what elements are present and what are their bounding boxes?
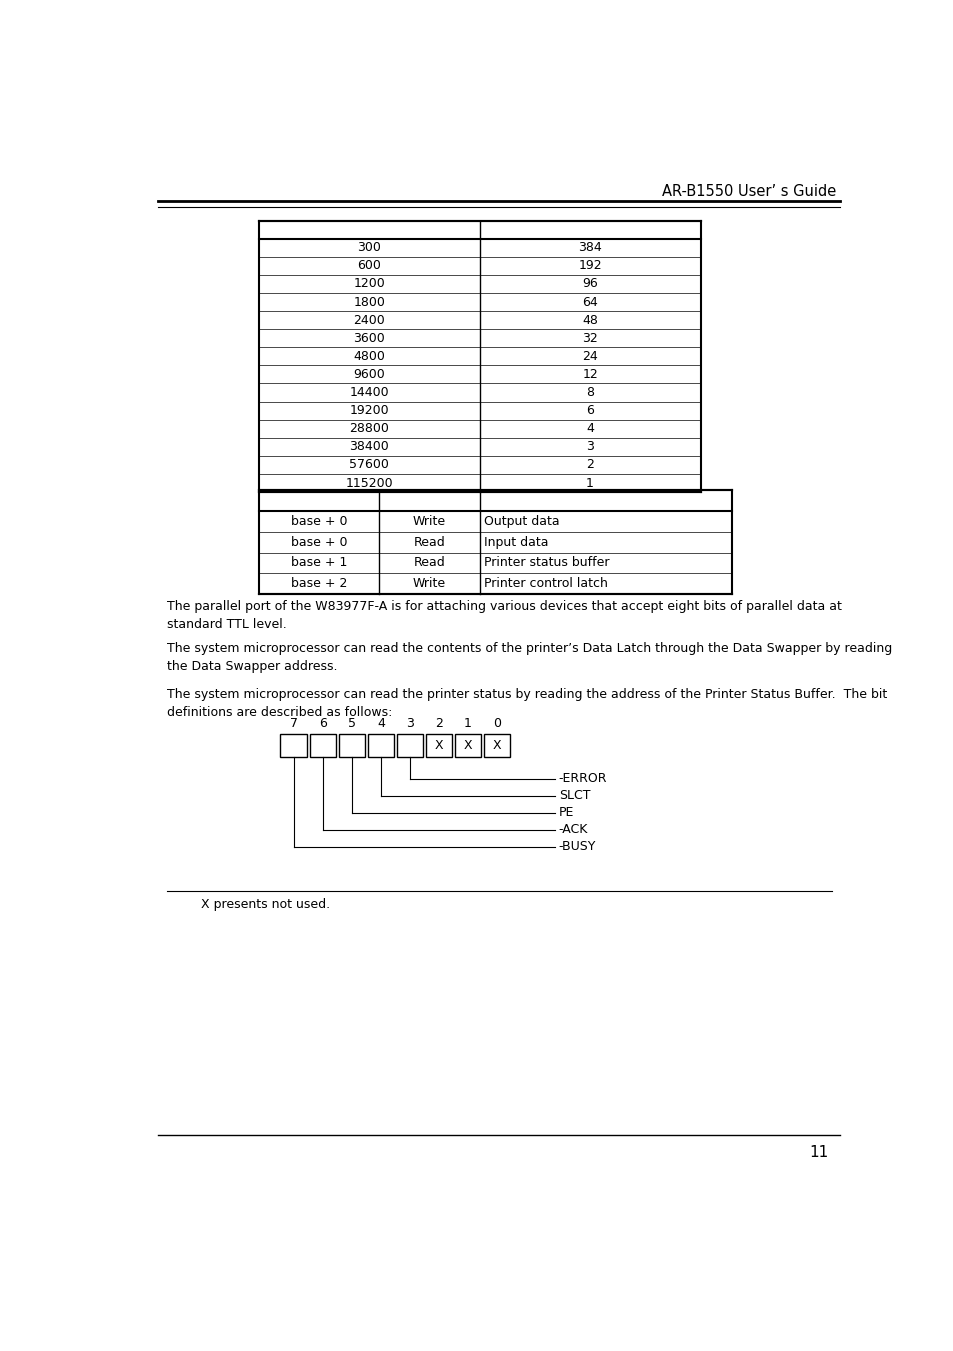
Text: 14400: 14400 bbox=[349, 386, 389, 399]
Text: 2: 2 bbox=[435, 717, 442, 731]
Text: AR-B1550 User’ s Guide: AR-B1550 User’ s Guide bbox=[661, 185, 835, 200]
Text: X: X bbox=[493, 739, 501, 753]
Text: 19200: 19200 bbox=[349, 404, 389, 417]
Text: 64: 64 bbox=[581, 296, 598, 308]
Text: 3: 3 bbox=[406, 717, 414, 731]
Text: 5: 5 bbox=[348, 717, 355, 731]
Bar bbox=[396, 734, 422, 758]
Text: 6: 6 bbox=[585, 404, 594, 417]
Bar bbox=[425, 734, 452, 758]
Text: 57600: 57600 bbox=[349, 458, 389, 471]
Text: base + 0: base + 0 bbox=[291, 535, 347, 549]
Bar bbox=[338, 734, 365, 758]
Text: The system microprocessor can read the contents of the printer’s Data Latch thro: The system microprocessor can read the c… bbox=[167, 642, 892, 673]
Text: 38400: 38400 bbox=[349, 440, 389, 454]
Text: X: X bbox=[463, 739, 472, 753]
Bar bbox=[367, 734, 394, 758]
Text: -ERROR: -ERROR bbox=[558, 773, 606, 785]
Text: 11: 11 bbox=[808, 1146, 827, 1161]
Text: 12: 12 bbox=[581, 367, 598, 381]
Text: Read: Read bbox=[413, 535, 445, 549]
Text: 2400: 2400 bbox=[353, 313, 385, 327]
Text: 48: 48 bbox=[581, 313, 598, 327]
Text: X: X bbox=[435, 739, 443, 753]
Text: base + 1: base + 1 bbox=[291, 557, 347, 569]
Text: 28800: 28800 bbox=[349, 423, 389, 435]
Text: Write: Write bbox=[413, 515, 445, 528]
Text: -BUSY: -BUSY bbox=[558, 840, 596, 852]
Text: 32: 32 bbox=[581, 332, 598, 345]
Text: 300: 300 bbox=[356, 242, 381, 254]
Text: Read: Read bbox=[413, 557, 445, 569]
Text: 115200: 115200 bbox=[345, 477, 393, 489]
Text: SLCT: SLCT bbox=[558, 789, 590, 802]
Text: 1800: 1800 bbox=[353, 296, 385, 308]
Text: 7: 7 bbox=[290, 717, 297, 731]
Text: Output data: Output data bbox=[484, 515, 559, 528]
Text: 6: 6 bbox=[318, 717, 326, 731]
Text: 2: 2 bbox=[585, 458, 594, 471]
Text: PE: PE bbox=[558, 807, 574, 819]
Text: The parallel port of the W83977F-A is for attaching various devices that accept : The parallel port of the W83977F-A is fo… bbox=[167, 600, 841, 631]
Text: 3: 3 bbox=[585, 440, 594, 454]
Text: The system microprocessor can read the printer status by reading the address of : The system microprocessor can read the p… bbox=[167, 688, 886, 719]
Text: Printer control latch: Printer control latch bbox=[484, 577, 607, 590]
Bar bbox=[483, 734, 510, 758]
Bar bbox=[280, 734, 307, 758]
Text: -ACK: -ACK bbox=[558, 823, 587, 836]
Text: 384: 384 bbox=[578, 242, 601, 254]
Text: 24: 24 bbox=[581, 350, 598, 363]
Text: Printer status buffer: Printer status buffer bbox=[484, 557, 609, 569]
Text: X presents not used.: X presents not used. bbox=[200, 898, 330, 911]
Text: 8: 8 bbox=[585, 386, 594, 399]
Bar bbox=[309, 734, 335, 758]
Text: 1: 1 bbox=[463, 717, 472, 731]
Text: 600: 600 bbox=[356, 259, 381, 273]
Text: 1: 1 bbox=[585, 477, 594, 489]
Bar bbox=[455, 734, 480, 758]
Text: 9600: 9600 bbox=[353, 367, 385, 381]
Text: 1200: 1200 bbox=[353, 277, 385, 290]
Text: 3600: 3600 bbox=[353, 332, 385, 345]
Text: 4: 4 bbox=[376, 717, 384, 731]
Text: 96: 96 bbox=[581, 277, 598, 290]
Text: 4800: 4800 bbox=[353, 350, 385, 363]
Text: base + 2: base + 2 bbox=[291, 577, 347, 590]
Text: 192: 192 bbox=[578, 259, 601, 273]
Text: 4: 4 bbox=[585, 423, 594, 435]
Text: 0: 0 bbox=[493, 717, 500, 731]
Text: base + 0: base + 0 bbox=[291, 515, 347, 528]
Text: Input data: Input data bbox=[484, 535, 548, 549]
Text: Write: Write bbox=[413, 577, 445, 590]
